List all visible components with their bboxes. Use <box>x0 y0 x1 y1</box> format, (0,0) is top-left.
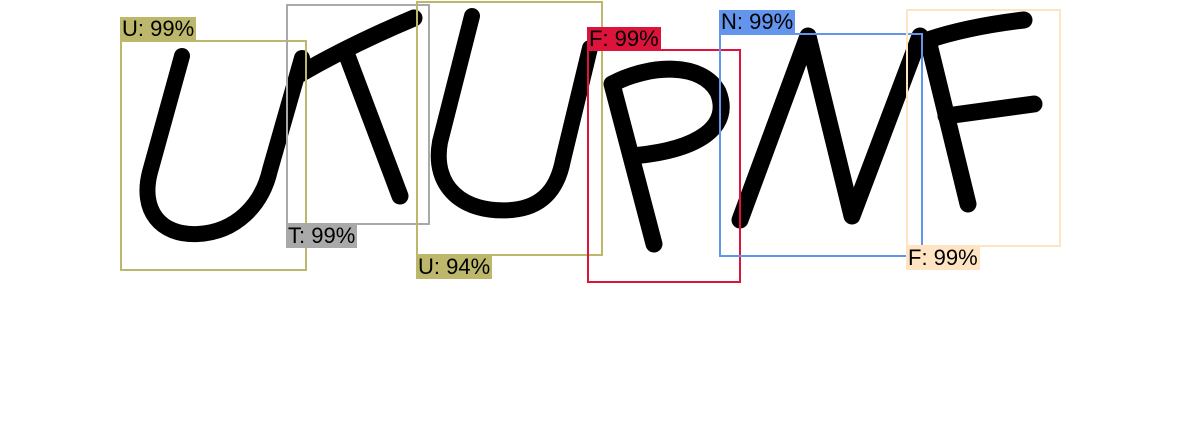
letter-p-stroke <box>603 60 730 253</box>
detection-box <box>587 49 741 283</box>
letter-t-stroke <box>291 9 423 205</box>
letter-u-1-stroke <box>139 48 310 243</box>
detection-box <box>286 4 430 225</box>
detection-box <box>906 9 1061 247</box>
detection-label: T: 99% <box>286 223 358 248</box>
detection-box <box>719 33 923 257</box>
detection-label: N: 99% <box>719 9 796 34</box>
detection-box <box>416 1 603 256</box>
detection-label: F: 99% <box>587 26 661 51</box>
detection-label: U: 94% <box>416 254 493 279</box>
letter-f-stroke <box>919 11 1043 213</box>
detection-label: U: 99% <box>120 16 197 41</box>
detection-box <box>120 40 307 271</box>
letter-u-2-stroke <box>430 8 598 219</box>
letter-n-stroke <box>731 27 929 229</box>
detection-label: F: 99% <box>906 245 980 270</box>
